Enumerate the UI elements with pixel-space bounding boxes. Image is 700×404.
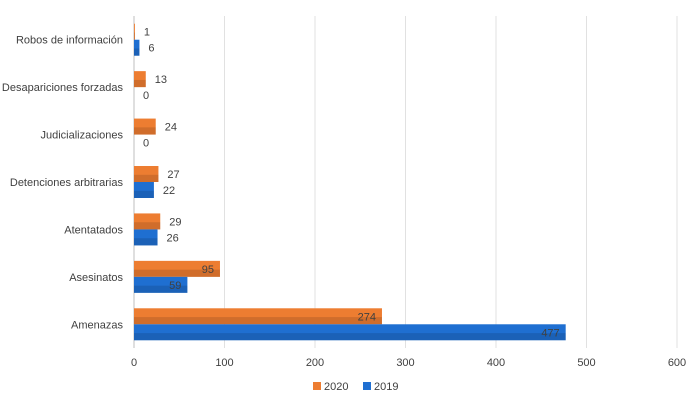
category-label-4: Atentatados — [64, 224, 123, 236]
data-label-2019-0: 6 — [148, 43, 154, 55]
data-label-2019-6: 477 — [541, 327, 559, 339]
data-label-2019-3: 22 — [163, 185, 175, 197]
bar-2020-3 — [134, 166, 159, 182]
legend: 2020 2019 — [313, 381, 398, 393]
x-tick-label-2: 200 — [306, 357, 324, 369]
bar-2020-4 — [134, 213, 161, 230]
bar-2020-2 — [134, 118, 156, 135]
x-tick-label-3: 300 — [396, 357, 414, 369]
bar-shade-2019-6 — [134, 333, 566, 341]
x-tick-label-1: 100 — [215, 357, 233, 369]
bar-shade-2019-5 — [134, 285, 188, 293]
bar-2019-5 — [134, 276, 188, 293]
data-label-2020-5: 95 — [202, 264, 214, 276]
data-labels: 1 6 13 0 24 0 27 22 29 26 95 59 274 477 — [143, 27, 560, 340]
bar-shade-2020-3 — [134, 174, 159, 182]
bars — [134, 23, 566, 341]
data-label-2019-4: 26 — [167, 232, 179, 244]
data-label-2020-2: 24 — [165, 122, 177, 134]
category-label-2: Judicializaciones — [40, 130, 123, 142]
bar-2020-5 — [134, 260, 220, 277]
x-tick-label-4: 400 — [487, 357, 505, 369]
data-label-2020-4: 29 — [169, 216, 181, 228]
bar-2020-1 — [134, 71, 146, 88]
category-label-0: Robos de información — [16, 35, 123, 47]
legend-swatch-2020 — [313, 382, 321, 390]
bar-shade-2020-5 — [134, 269, 220, 277]
legend-label-2020: 2020 — [324, 381, 348, 393]
data-label-2019-1: 0 — [143, 90, 149, 102]
data-label-2020-1: 13 — [155, 74, 167, 86]
category-label-1: Desapariciones forzadas — [2, 82, 124, 94]
data-label-2019-5: 59 — [169, 280, 181, 292]
category-label-5: Asesinatos — [69, 272, 123, 284]
category-labels: Robos de información Desapariciones forza… — [2, 35, 124, 332]
bar-2019-6 — [134, 324, 566, 341]
data-label-2020-3: 27 — [167, 169, 179, 181]
bar-shade-2020-1 — [134, 79, 146, 88]
bar-shade-2019-4 — [134, 238, 158, 246]
category-label-3: Detenciones arbitrarias — [10, 177, 124, 189]
x-tick-label-5: 500 — [577, 357, 595, 369]
x-tick-labels: 0 100 200 300 400 500 600 — [131, 357, 686, 369]
bar-2020-0 — [134, 23, 135, 40]
x-tick-label-6: 600 — [668, 357, 686, 369]
data-label-2020-6: 274 — [358, 311, 376, 323]
bar-2020-6 — [134, 308, 382, 325]
x-tick-label-0: 0 — [131, 357, 137, 369]
bar-shade-2019-3 — [134, 190, 154, 198]
bar-shade-2019-0 — [134, 48, 140, 56]
bar-shade-2020-4 — [134, 222, 161, 230]
gridlines — [133, 16, 678, 348]
bar-2019-0 — [134, 39, 140, 56]
category-label-6: Amenazas — [71, 319, 123, 331]
bar-shade-2020-2 — [134, 127, 156, 135]
bar-shade-2020-6 — [134, 317, 382, 325]
data-label-2019-2: 0 — [143, 138, 149, 150]
legend-label-2019: 2019 — [374, 381, 398, 393]
bar-shade-2020-0 — [134, 32, 135, 40]
bar-2019-4 — [134, 229, 158, 246]
bar-2019-3 — [134, 182, 154, 198]
data-label-2020-0: 1 — [144, 27, 150, 39]
legend-swatch-2019 — [363, 382, 371, 390]
